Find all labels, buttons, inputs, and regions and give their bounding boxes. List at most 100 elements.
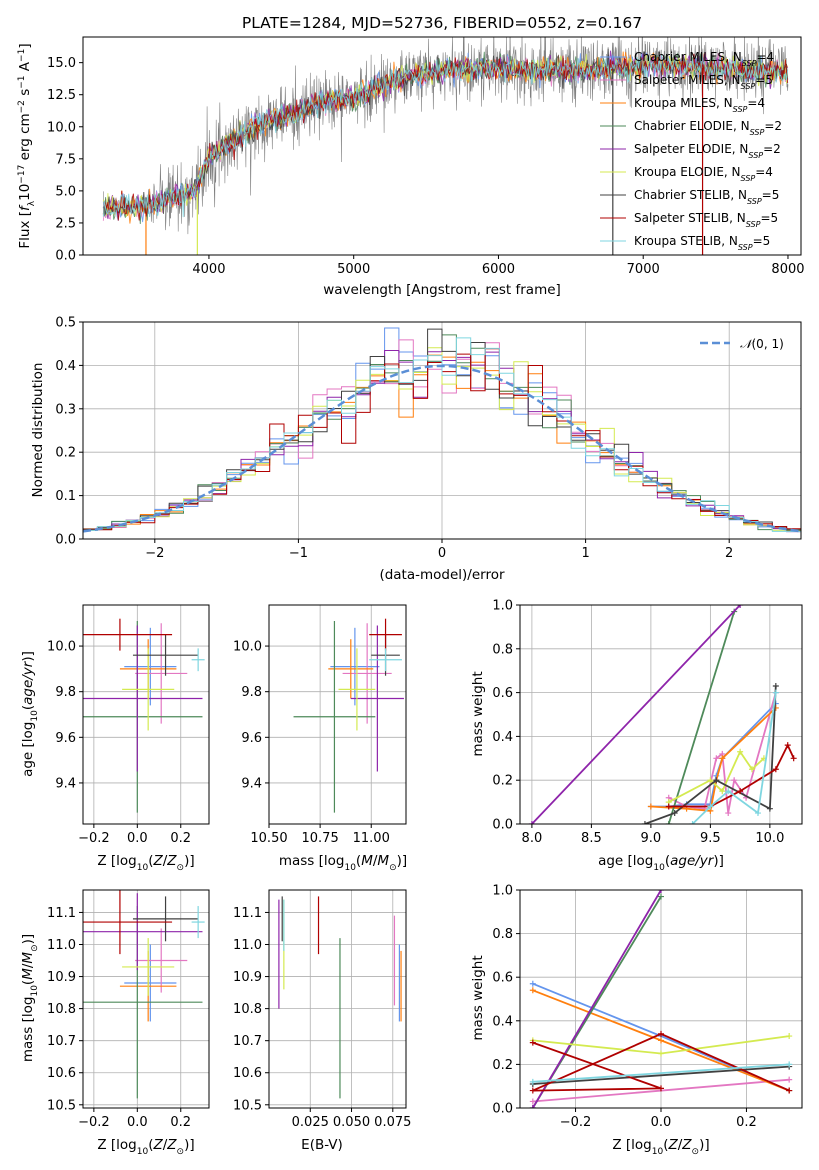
errorbar-series (83, 618, 205, 813)
y-tick-label: 10.0 (233, 640, 262, 655)
y-tick-label: 9.6 (241, 731, 262, 746)
plot-frame (519, 604, 803, 825)
weight-marker (665, 803, 672, 810)
weight-marker (529, 1039, 536, 1046)
x-tick-label: 0.2 (736, 1115, 757, 1130)
weight-marker (658, 1085, 664, 1092)
weight-marker (689, 821, 696, 824)
histogram-series (83, 327, 801, 534)
plot-frame (519, 889, 803, 1109)
y-tick-label: 10.6 (233, 1066, 262, 1081)
y-tick-label: 11.1 (233, 906, 262, 921)
weight-line (668, 749, 765, 803)
weight-marker (725, 788, 732, 795)
x-tick-label: 10.0 (755, 831, 784, 846)
age-vs-z-panel: −0.2 0.0 0.2 9.4 9.6 9.8 10.0 (47, 604, 210, 846)
x-tick-label: 8.0 (522, 831, 543, 846)
mass-vs-z-panel: −0.2 0.0 0.2 10.5 10.6 10.7 10.8 10.9 11.0 11.1 (47, 889, 210, 1130)
spectrum-panel: 4000 5000 6000 7000 8000 0.0 2.5 5.0 7.5 10.0 12.5… (47, 36, 805, 277)
x-tick-label: 8.5 (581, 831, 602, 846)
y-tick-label: 0.2 (492, 774, 513, 789)
x-tick-label: −2 (145, 546, 164, 561)
y-tick-label: 0.4 (492, 1014, 513, 1029)
y-tick-label: 0.3 (55, 402, 76, 417)
weight-marker (665, 821, 672, 824)
mass-vs-z-ylabel: mass [log10(M/M⊙)] (20, 934, 40, 1062)
y-tick-label: 11.0 (47, 938, 76, 953)
weight-marker (719, 788, 726, 795)
plot-frame (268, 889, 407, 1109)
y-tick-label: 0.0 (55, 249, 76, 264)
y-tick-label: 10.5 (47, 1098, 76, 1113)
y-tick-label: 10.8 (47, 1002, 76, 1017)
y-tick-label: 9.8 (241, 685, 262, 700)
mass-vs-ebv-xlabel: E(B-V) (301, 1137, 343, 1153)
weight-vs-age-xlabel: age [log10(age/yr)] (598, 853, 724, 873)
weight-marker (786, 1033, 793, 1040)
weight-vs-z-panel: −0.2 0.0 0.2 0.0 0.2 0.4 0.6 0.8 1.0 (492, 884, 803, 1130)
x-tick-label: 0.0 (127, 831, 148, 846)
x-tick-label: −0.2 (78, 1115, 110, 1130)
x-tick-label: 7000 (627, 262, 660, 277)
spectrum-xlabel: wavelength [Angstrom, rest frame] (323, 282, 561, 298)
plot-frame (82, 321, 802, 540)
x-tick-label: 1 (581, 546, 589, 561)
x-tick-label: 10.75 (302, 831, 339, 846)
y-tick-label: 11.1 (47, 906, 76, 921)
y-tick-label: 1.0 (492, 884, 513, 899)
y-tick-label: 10.0 (47, 640, 76, 655)
x-tick-label: 0.2 (170, 831, 191, 846)
weight-line (532, 1063, 790, 1083)
y-tick-label: 0.4 (492, 730, 513, 745)
weight-marker (737, 605, 744, 608)
weight-marker (658, 1037, 664, 1044)
weight-marker (713, 777, 720, 784)
weight-marker (529, 1087, 536, 1094)
weight-marker (772, 766, 779, 773)
weight-line (667, 611, 736, 824)
weight-marker (786, 1087, 793, 1094)
x-tick-label: 0 (438, 546, 446, 561)
weight-marker (786, 1061, 793, 1068)
legend-label: Kroupa ELODIE, NSSP=4 (634, 165, 773, 183)
weight-marker (529, 1078, 536, 1085)
y-tick-label: 0.2 (55, 446, 76, 461)
weight-marker (658, 893, 664, 900)
x-tick-label: 0.0 (127, 1115, 148, 1130)
y-tick-label: 7.5 (55, 152, 76, 167)
mass-vs-ebv-panel: 0.025 0.050 0.075 10.5 10.6 10.7 10.8 10.9 11.0 1… (233, 889, 411, 1130)
y-tick-label: 10.7 (47, 1034, 76, 1049)
y-tick-label: 0.6 (492, 686, 513, 701)
spectrum-title: PLATE=1284, MJD=52736, FIBERID=0552, z=0… (242, 14, 642, 32)
errorbar-series (293, 618, 404, 813)
y-tick-label: 0.2 (492, 1058, 513, 1073)
weight-vs-age-ylabel: mass weight (470, 671, 486, 756)
mass-vs-z-xlabel: Z [log10(Z/Z⊙)] (97, 1137, 194, 1157)
weight-marker (529, 980, 536, 987)
plot-frame (82, 889, 210, 1109)
y-tick-label: 0.8 (492, 927, 513, 942)
x-tick-label: 0.0 (651, 1115, 672, 1130)
y-tick-label: 10.7 (233, 1034, 262, 1049)
errorbar-series (278, 896, 402, 1099)
weight-marker (641, 821, 648, 824)
weight-marker (671, 810, 678, 817)
y-tick-label: 5.0 (55, 184, 76, 199)
weight-marker (658, 1030, 664, 1037)
x-tick-label: 0.025 (292, 1115, 329, 1130)
weight-vs-age-panel: 8.0 8.5 9.0 9.5 10.0 0.0 0.2 0.4 0.6 0.8 1.0 (492, 599, 803, 846)
plot-frame (268, 604, 407, 825)
legend-label: Chabrier MILES, NSSP=4 (634, 50, 774, 68)
weight-marker (529, 1105, 536, 1108)
x-tick-label: 0.075 (374, 1115, 411, 1130)
x-tick-label: −1 (289, 546, 308, 561)
y-tick-label: 10.5 (233, 1098, 262, 1113)
x-tick-label: 10.50 (250, 831, 287, 846)
y-tick-label: 0.0 (492, 1102, 513, 1117)
weight-vs-z-xlabel: Z [log10(Z/Z⊙)] (612, 1137, 709, 1157)
weight-marker (707, 803, 714, 810)
weight-line (532, 1065, 790, 1085)
weight-marker (772, 689, 779, 696)
y-tick-label: 9.4 (55, 776, 76, 791)
